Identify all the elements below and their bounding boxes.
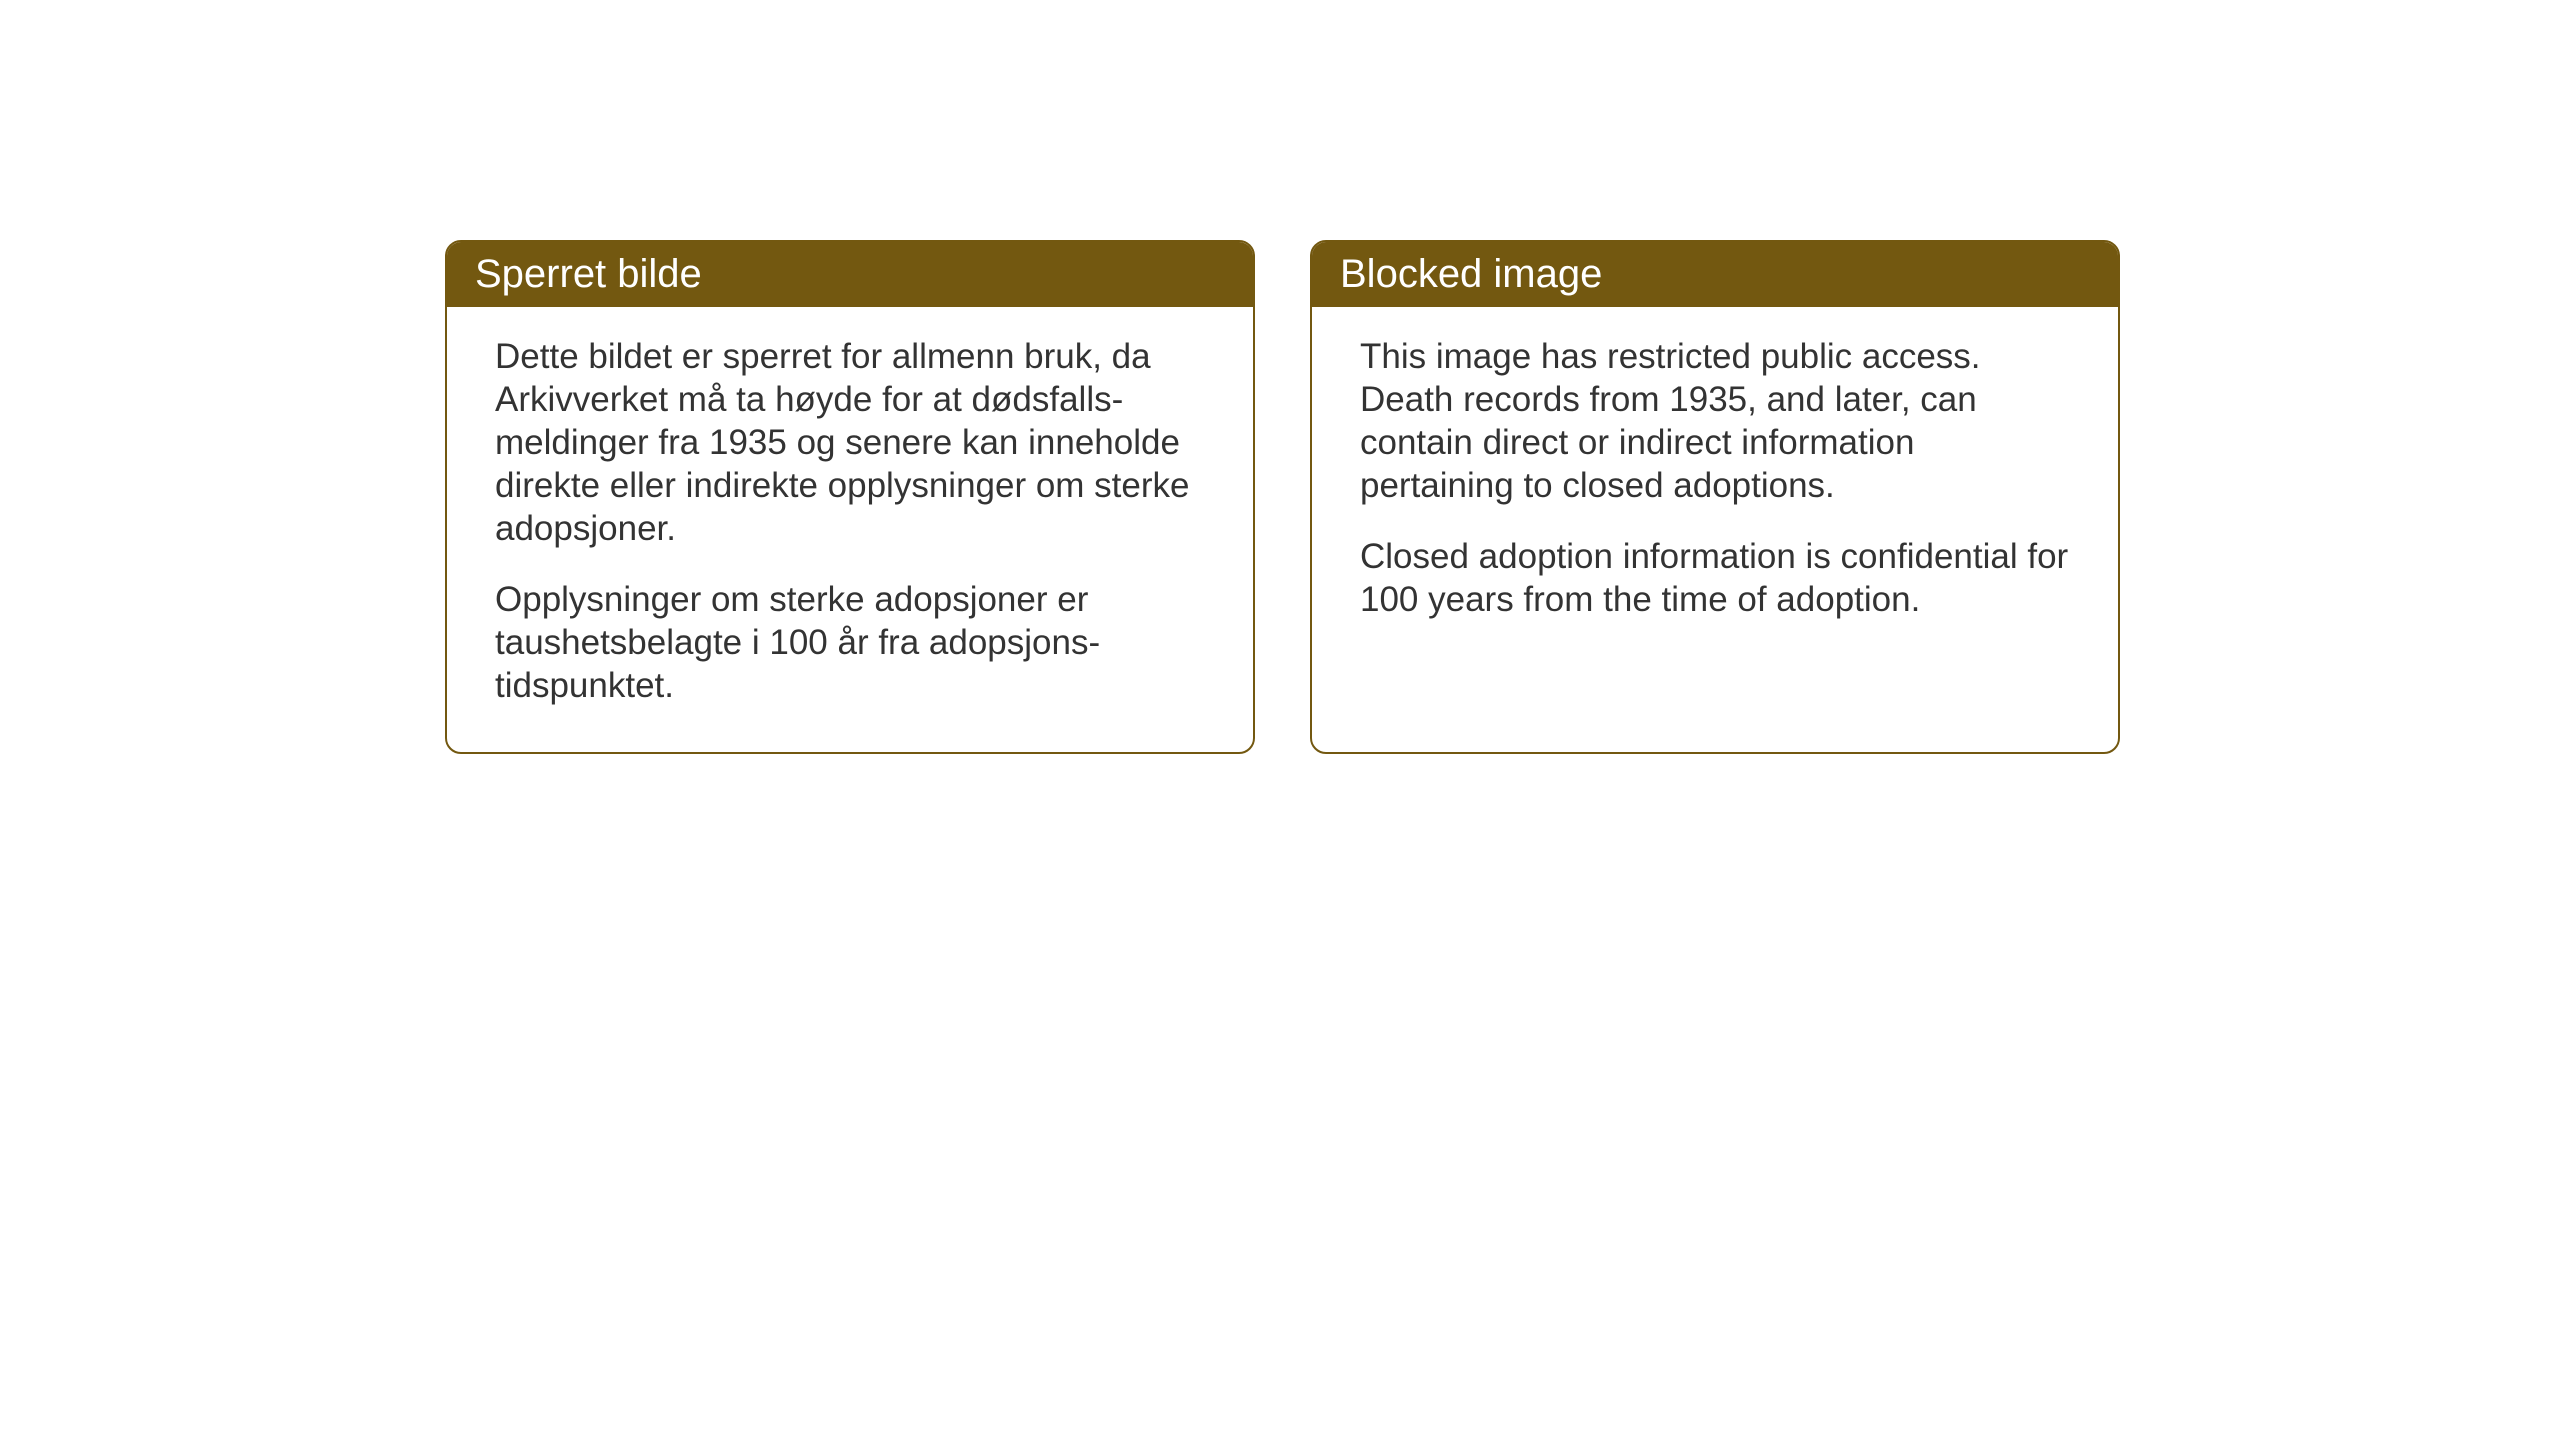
norwegian-paragraph-2: Opplysninger om sterke adopsjoner er tau… — [495, 578, 1205, 707]
english-paragraph-1: This image has restricted public access.… — [1360, 335, 2070, 507]
norwegian-card-body: Dette bildet er sperret for allmenn bruk… — [447, 307, 1253, 747]
notice-container: Sperret bilde Dette bildet er sperret fo… — [445, 240, 2120, 754]
norwegian-paragraph-1: Dette bildet er sperret for allmenn bruk… — [495, 335, 1205, 550]
norwegian-card-title: Sperret bilde — [447, 242, 1253, 307]
english-paragraph-2: Closed adoption information is confident… — [1360, 535, 2070, 621]
english-card-body: This image has restricted public access.… — [1312, 307, 2118, 661]
norwegian-notice-card: Sperret bilde Dette bildet er sperret fo… — [445, 240, 1255, 754]
english-card-title: Blocked image — [1312, 242, 2118, 307]
english-notice-card: Blocked image This image has restricted … — [1310, 240, 2120, 754]
